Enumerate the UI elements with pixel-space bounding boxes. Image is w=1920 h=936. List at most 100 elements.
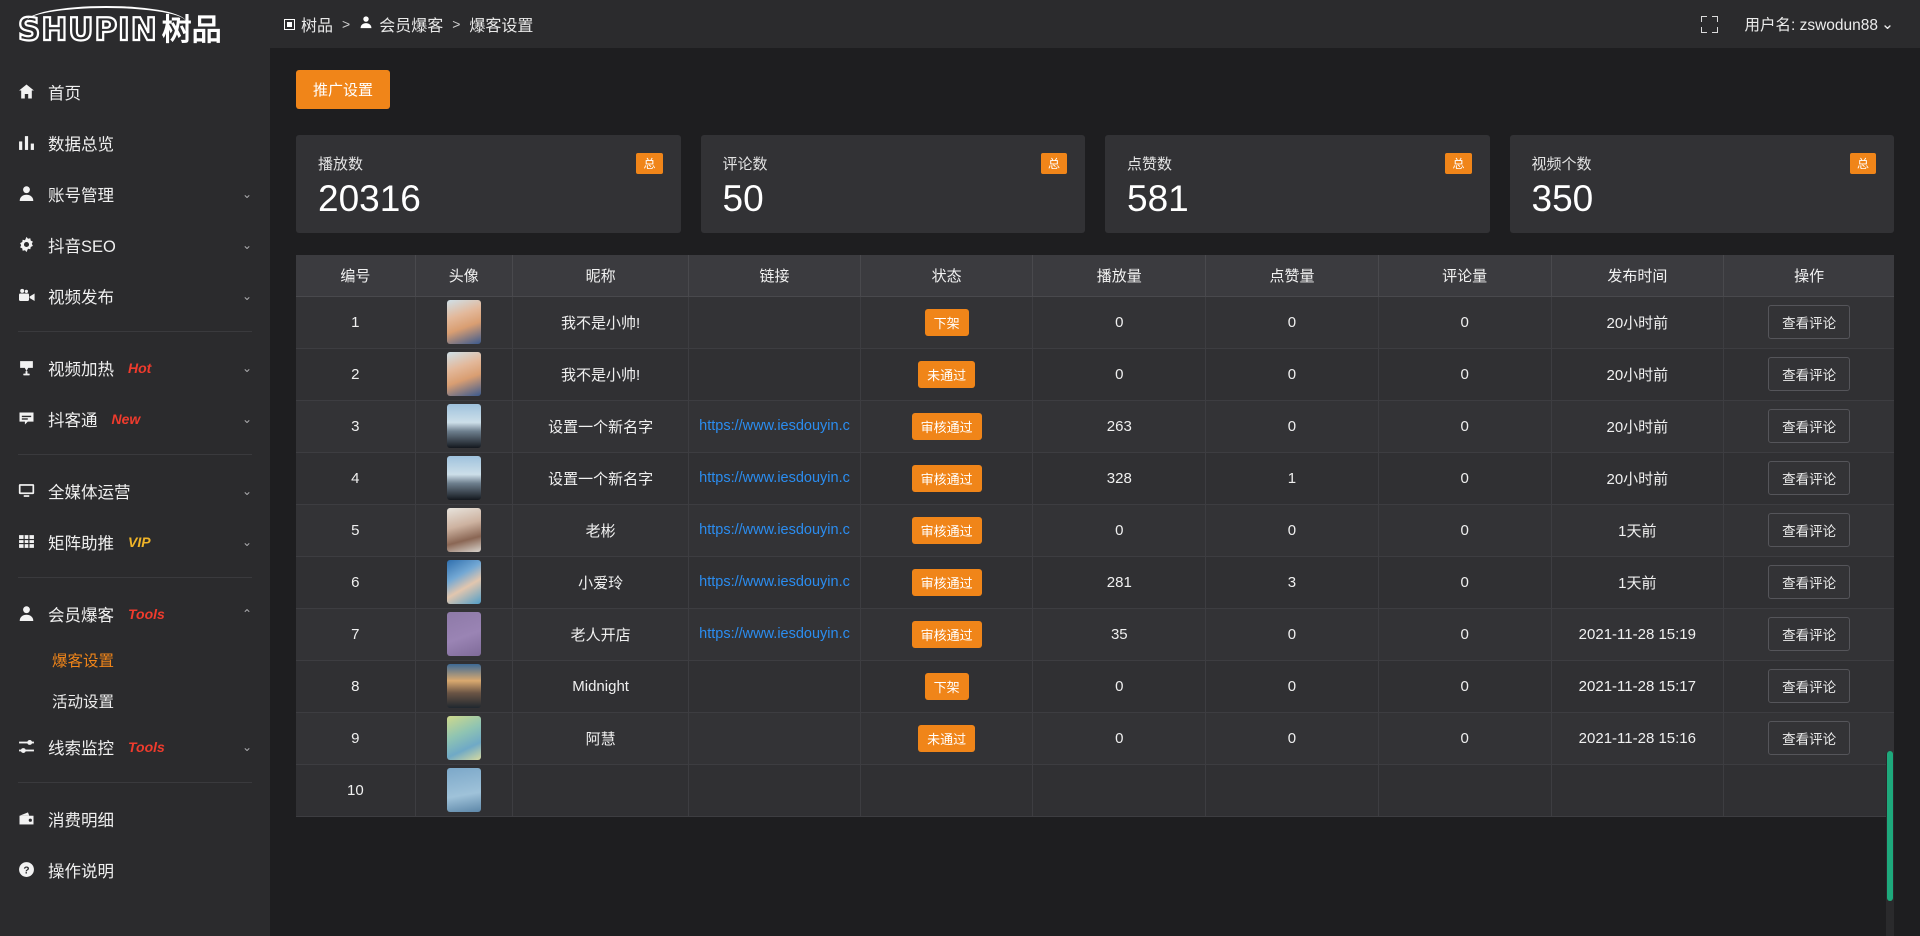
- cell-plays: 328: [1032, 452, 1207, 505]
- sliders-icon: [18, 738, 44, 755]
- scrollbar-thumb[interactable]: [1887, 751, 1893, 901]
- sidebar-item-6[interactable]: 抖客通 New ⌄: [0, 393, 270, 444]
- avatar: [446, 560, 481, 604]
- cell-plays: [1032, 764, 1207, 817]
- breadcrumb-item-section[interactable]: 会员爆客: [359, 12, 443, 36]
- cell-likes: [1205, 764, 1379, 817]
- cell-link: [688, 764, 861, 817]
- fullscreen-icon[interactable]: [1701, 15, 1719, 33]
- cell-plays: 0: [1032, 712, 1207, 765]
- cell-avatar: [415, 660, 513, 713]
- sidebar-item-badge: Tools: [128, 738, 165, 755]
- view-comments-button[interactable]: 查看评论: [1768, 461, 1851, 495]
- home-icon: [18, 83, 44, 100]
- view-comments-button[interactable]: 查看评论: [1768, 669, 1851, 703]
- sidebar-divider: [18, 782, 252, 783]
- sidebar-item-label: 首页: [48, 84, 81, 103]
- sidebar-item-5[interactable]: 视频加热 Hot ⌄: [0, 342, 270, 393]
- cell-comments: 0: [1378, 660, 1552, 713]
- promotion-settings-button[interactable]: 推广设置: [296, 70, 391, 109]
- view-comments-button[interactable]: 查看评论: [1768, 721, 1851, 755]
- stat-title: 点赞数: [1127, 156, 1173, 173]
- cell-plays: 263: [1032, 400, 1207, 453]
- cell-avatar: [415, 296, 513, 349]
- cell-status: 下架: [860, 296, 1034, 349]
- chevron-down-icon: ⌄: [241, 411, 252, 426]
- sidebar-item-1[interactable]: 数据总览: [0, 117, 270, 168]
- sidebar-subitem-0[interactable]: 爆客设置: [52, 652, 115, 670]
- view-comments-button[interactable]: 查看评论: [1768, 513, 1851, 547]
- user-menu[interactable]: 用户名: zswodun88 ⌄: [1744, 13, 1894, 35]
- cell-link: https://www.iesdouyin.c: [688, 556, 861, 609]
- table-row: 4 设置一个新名字 https://www.iesdouyin.c 审核通过 328 1 0…: [296, 452, 1894, 505]
- breadcrumb-item-home[interactable]: 树品: [284, 12, 333, 36]
- chevron-down-icon: ⌄: [1881, 15, 1894, 33]
- avatar: [446, 508, 481, 552]
- video-link[interactable]: https://www.iesdouyin.c: [699, 574, 850, 590]
- sidebar-item-11[interactable]: 消费明细: [0, 793, 270, 844]
- cell-id: 9: [296, 712, 416, 765]
- table-row: 9 阿慧 未通过 0 0 0 2021-11-28 15:16 查看评论: [296, 712, 1894, 765]
- cell-action: 查看评论: [1723, 556, 1894, 609]
- table-row: 3 设置一个新名字 https://www.iesdouyin.c 审核通过 263 0 0…: [296, 400, 1894, 453]
- sidebar-item-3[interactable]: 抖音SEO ⌄: [0, 219, 270, 270]
- stats-cards: 播放数 20316 总 评论数 50 总 点赞数 581 总 视频个数 350 总: [296, 135, 1894, 233]
- avatar: [446, 716, 481, 760]
- sidebar-item-badge: Hot: [128, 359, 152, 376]
- stat-card-0: 播放数 20316 总: [296, 135, 681, 233]
- cell-likes: 1: [1205, 452, 1379, 505]
- stat-total-badge: 总: [1445, 153, 1472, 174]
- cell-status: 未通过: [860, 712, 1034, 765]
- sidebar-item-label: 视频加热: [48, 360, 114, 379]
- cell-status: 审核通过: [860, 608, 1034, 661]
- cell-nickname: 我不是小帅!: [512, 348, 690, 401]
- grid-icon: [18, 533, 44, 550]
- cell-id: 3: [296, 400, 416, 453]
- video-link[interactable]: https://www.iesdouyin.c: [699, 522, 850, 538]
- sidebar-item-label: 视频发布: [48, 288, 114, 307]
- cell-id: 8: [296, 660, 416, 713]
- table-col-header-3: 链接: [688, 255, 861, 297]
- view-comments-button[interactable]: 查看评论: [1768, 357, 1851, 391]
- sidebar-divider: [18, 577, 252, 578]
- cell-likes: 0: [1205, 400, 1379, 453]
- video-link[interactable]: https://www.iesdouyin.c: [699, 418, 850, 434]
- cell-avatar: [415, 400, 513, 453]
- stat-total-badge: 总: [636, 153, 663, 174]
- table-row: 10: [296, 764, 1894, 817]
- sidebar-item-10[interactable]: 线索监控 Tools ⌄: [0, 721, 270, 772]
- avatar: [446, 612, 481, 656]
- cell-avatar: [415, 764, 513, 817]
- sidebar-subitem-1[interactable]: 活动设置: [52, 693, 115, 711]
- sidebar-item-label: 矩阵助推: [48, 534, 114, 553]
- table-col-header-9: 操作: [1723, 255, 1894, 297]
- cell-published: 1天前: [1551, 504, 1725, 557]
- sidebar-item-7[interactable]: 全媒体运营 ⌄: [0, 465, 270, 516]
- video-link[interactable]: https://www.iesdouyin.c: [699, 470, 850, 486]
- video-link[interactable]: https://www.iesdouyin.c: [699, 626, 850, 642]
- table-col-header-7: 评论量: [1378, 255, 1552, 297]
- sidebar-item-8[interactable]: 矩阵助推 VIP ⌄: [0, 516, 270, 567]
- sidebar-item-0[interactable]: 首页: [0, 66, 270, 117]
- status-badge: 审核通过: [911, 412, 982, 440]
- cell-plays: 0: [1032, 660, 1207, 713]
- stat-card-2: 点赞数 581 总: [1105, 135, 1490, 233]
- vertical-scrollbar[interactable]: [1886, 751, 1894, 936]
- view-comments-button[interactable]: 查看评论: [1768, 617, 1851, 651]
- table-col-header-2: 昵称: [512, 255, 690, 297]
- view-comments-button[interactable]: 查看评论: [1768, 409, 1851, 443]
- cell-nickname: [512, 764, 690, 817]
- view-comments-button[interactable]: 查看评论: [1768, 565, 1851, 599]
- brand-logo[interactable]: SHUPIN 树品: [0, 0, 270, 54]
- sidebar-item-12[interactable]: ? 操作说明: [0, 844, 270, 895]
- sidebar-item-9[interactable]: 会员爆客 Tools ⌃: [0, 588, 270, 639]
- table-row: 6 小爱玲 https://www.iesdouyin.c 审核通过 281 3 0 1天前 查…: [296, 556, 1894, 609]
- sidebar-item-2[interactable]: 账号管理 ⌄: [0, 168, 270, 219]
- cell-comments: 0: [1378, 400, 1552, 453]
- cell-likes: 0: [1205, 712, 1379, 765]
- sidebar-item-4[interactable]: 视频发布 ⌄: [0, 270, 270, 321]
- avatar: [446, 768, 481, 812]
- cell-comments: 0: [1378, 452, 1552, 505]
- view-comments-button[interactable]: 查看评论: [1768, 305, 1851, 339]
